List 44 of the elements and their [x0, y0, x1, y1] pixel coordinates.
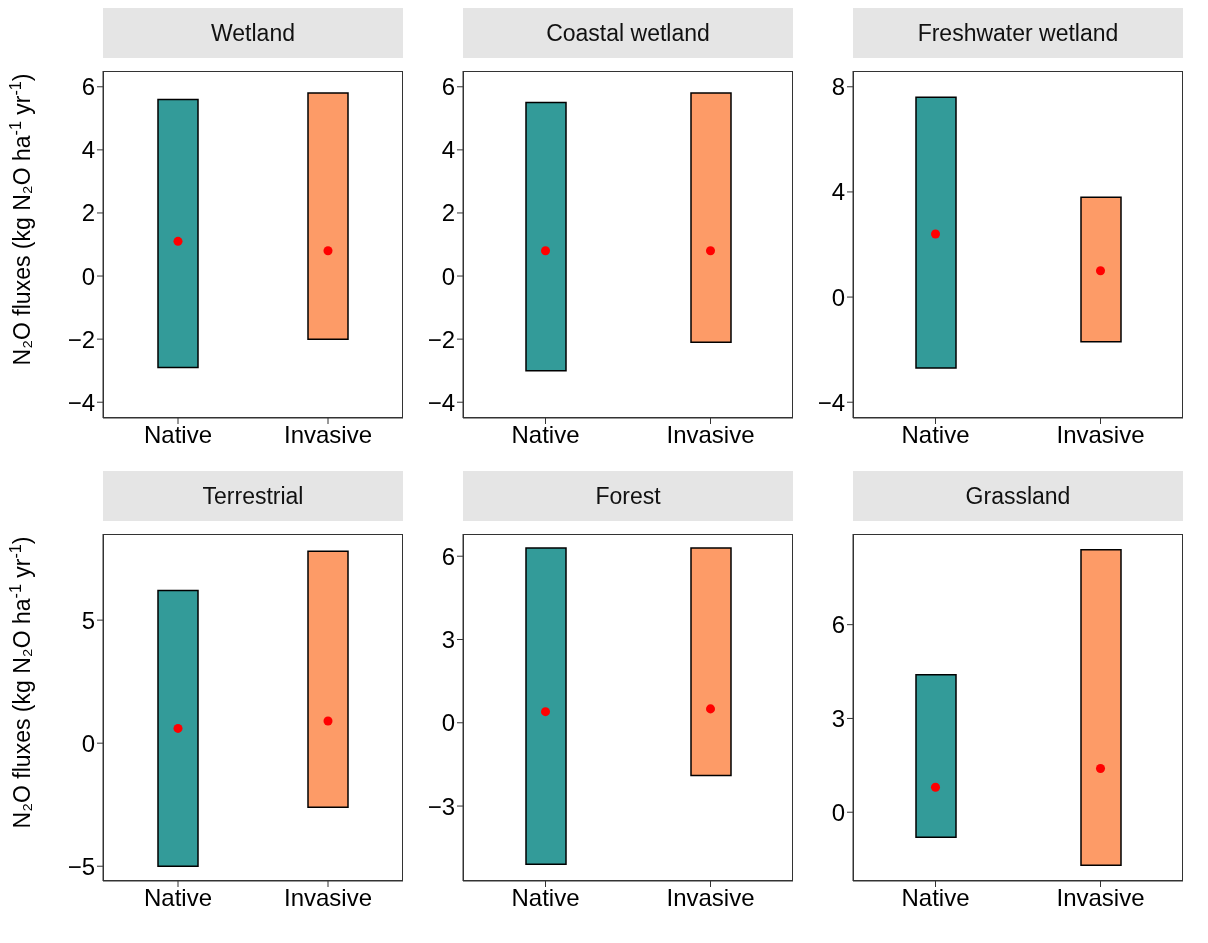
y-tick-label: 6	[441, 542, 455, 570]
y-tick-label: 0	[441, 262, 455, 290]
x-tick-label: Invasive	[666, 884, 755, 912]
x-tick-label: Native	[143, 884, 213, 912]
chart-title: Freshwater wetland	[853, 8, 1183, 58]
chart-title: Coastal wetland	[463, 8, 793, 58]
y-tick-label: 3	[831, 704, 845, 732]
x-tick-label: Native	[143, 421, 213, 449]
y-tick-label: −2	[427, 325, 455, 353]
y-tick-label: 8	[831, 73, 845, 101]
y-tick-label: −4	[817, 388, 845, 416]
y-tick-label: 5	[81, 606, 95, 634]
y-tick-label: 6	[81, 73, 95, 101]
y-tick-label: −4	[67, 388, 95, 416]
y-tick-label: 0	[81, 262, 95, 290]
y-tick-label: 0	[81, 729, 95, 757]
x-tick-label: Native	[511, 421, 580, 449]
y-tick-label: 4	[831, 178, 845, 206]
y-tick-label: 6	[441, 73, 455, 101]
y-tick-label: 4	[441, 136, 455, 164]
x-tick-label: Native	[901, 421, 970, 449]
chart-title: Forest	[463, 471, 793, 521]
chart-title: Grassland	[853, 471, 1183, 521]
chart-title: Wetland	[103, 8, 403, 58]
x-tick-label: Invasive	[1056, 884, 1145, 912]
y-tick-label: −5	[67, 852, 95, 880]
x-tick-label: Native	[901, 884, 970, 912]
x-tick-label: Invasive	[283, 421, 373, 449]
x-tick-label: Invasive	[283, 884, 373, 912]
x-tick-label: Native	[511, 884, 580, 912]
x-tick-label: Invasive	[666, 421, 755, 449]
chart-title: Terrestrial	[103, 471, 403, 521]
y-tick-label: −4	[427, 388, 455, 416]
x-tick-label: Invasive	[1056, 421, 1145, 449]
y-tick-label: 0	[831, 283, 845, 311]
y-tick-label: 2	[441, 199, 455, 227]
y-tick-label: 6	[831, 611, 845, 639]
y-tick-label: 2	[81, 199, 95, 227]
y-tick-label: −3	[427, 792, 455, 820]
y-tick-label: 3	[441, 626, 455, 654]
y-tick-label: 4	[81, 136, 95, 164]
y-tick-label: 0	[831, 798, 845, 826]
y-tick-label: 0	[441, 709, 455, 737]
y-tick-label: −2	[67, 325, 95, 353]
